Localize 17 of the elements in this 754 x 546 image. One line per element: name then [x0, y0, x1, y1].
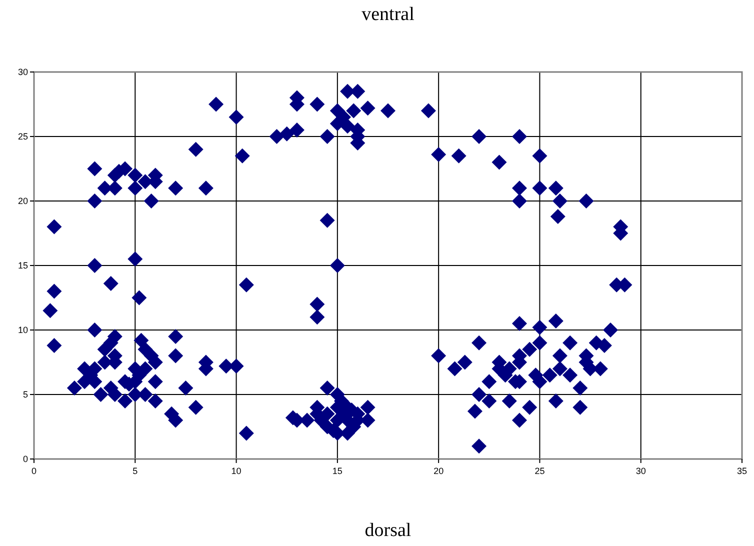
- x-tick-label: 25: [534, 466, 545, 476]
- x-tick-label: 5: [132, 466, 138, 476]
- x-tick-label: 0: [31, 466, 37, 476]
- text: dorsal: [364, 520, 412, 541]
- x-tick-label: 20: [434, 466, 444, 476]
- x-tick-label: 35: [736, 466, 748, 476]
- x-tick-label: 10: [231, 466, 242, 476]
- y-tick-label: 0: [22, 454, 28, 464]
- y-tick-label: 20: [18, 196, 28, 206]
- y-tick-label: 15: [18, 260, 28, 270]
- x-tick-label: 30: [636, 466, 646, 476]
- y-tick-label: 25: [18, 132, 28, 142]
- y-tick-label: 10: [18, 325, 28, 335]
- y-tick-label: 5: [22, 390, 28, 400]
- x-tick-label: 15: [332, 466, 342, 476]
- y-tick-label: 30: [18, 67, 28, 77]
- chart-title: ventral: [362, 4, 414, 25]
